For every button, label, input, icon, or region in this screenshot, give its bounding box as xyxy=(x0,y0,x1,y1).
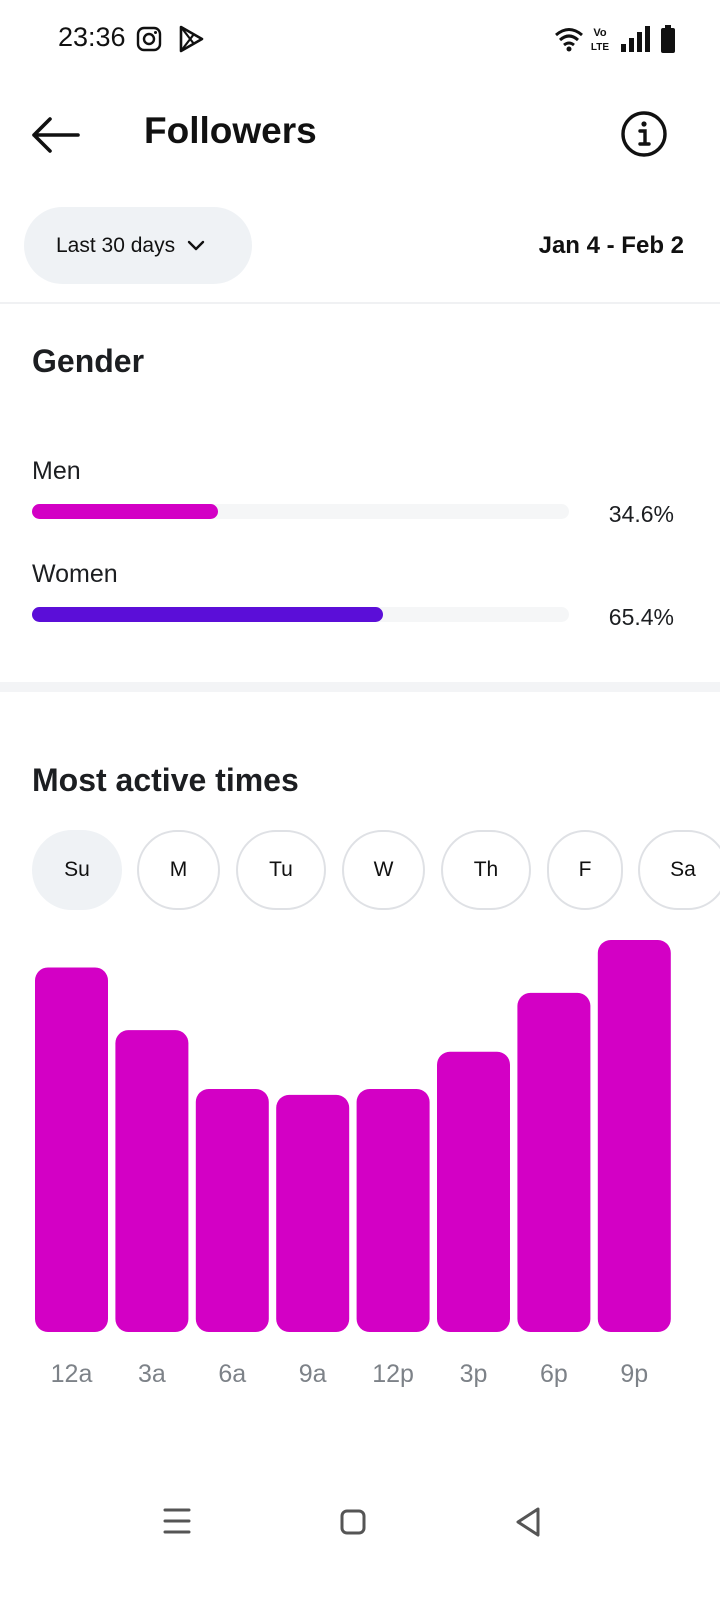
gender-men-percent: 34.6% xyxy=(608,501,674,527)
section-divider xyxy=(0,682,720,692)
status-bar: 23:36 Vo LTE xyxy=(0,0,720,80)
arrow-left-icon xyxy=(32,117,80,153)
day-chip-w[interactable]: W xyxy=(342,830,425,910)
gender-women-bar xyxy=(32,607,384,622)
day-chip-m[interactable]: M xyxy=(137,830,220,910)
info-icon xyxy=(621,111,667,157)
active-times-title: Most active times xyxy=(32,762,299,798)
day-chip-f[interactable]: F xyxy=(547,830,623,910)
volte-icon: Vo LTE xyxy=(591,27,609,53)
gender-women-track xyxy=(32,607,569,622)
battery-icon xyxy=(661,25,675,53)
chart-tick-label: 3p xyxy=(460,1360,488,1388)
gender-men-track xyxy=(32,504,569,519)
day-chip-sa[interactable]: Sa xyxy=(638,830,720,910)
chart-bar-3a xyxy=(115,1030,189,1332)
date-range-text: Jan 4 - Feb 2 xyxy=(538,232,684,259)
signal-icon xyxy=(621,26,650,52)
chart-bar-9a xyxy=(276,1094,350,1332)
chart-bar-12a xyxy=(35,967,108,1332)
chart-tick-label: 6p xyxy=(540,1360,568,1388)
instagram-icon xyxy=(136,26,162,52)
recent-apps-button[interactable] xyxy=(152,1500,202,1544)
active-times-chart: 12a 3a 6a 9a 12p 3p 6p 9p xyxy=(35,940,671,1388)
chart-tick-label: 12p xyxy=(372,1360,414,1388)
chart-tick-label: 3a xyxy=(138,1360,166,1388)
play-store-icon xyxy=(179,25,204,53)
day-chip-th[interactable]: Th xyxy=(441,830,531,910)
gender-men-bar xyxy=(32,504,218,519)
day-chip-su[interactable]: Su xyxy=(32,830,122,910)
date-range-dropdown[interactable]: Last 30 days xyxy=(24,207,252,284)
divider xyxy=(0,302,720,304)
info-button[interactable] xyxy=(620,110,668,158)
chart-bar-3p xyxy=(437,1051,510,1332)
home-square-icon xyxy=(340,1509,366,1535)
chart-bar-9p xyxy=(597,940,671,1332)
gender-women-percent: 65.4% xyxy=(608,604,674,630)
day-chip-tu[interactable]: Tu xyxy=(236,830,326,910)
chart-bar-6a xyxy=(195,1088,269,1332)
svg-text:Vo: Vo xyxy=(593,27,607,39)
system-back-button[interactable] xyxy=(504,1500,554,1544)
chart-tick-label: 9p xyxy=(620,1360,648,1388)
gender-women-label: Women xyxy=(32,560,118,588)
wifi-icon xyxy=(555,28,583,52)
chart-bar-12p xyxy=(356,1088,430,1332)
back-triangle-icon xyxy=(516,1507,540,1537)
chart-bar-6p xyxy=(517,992,591,1332)
chart-tick-label: 12a xyxy=(51,1360,93,1388)
page-title: Followers xyxy=(144,110,317,151)
gender-men-label: Men xyxy=(32,457,81,485)
chart-tick-label: 6a xyxy=(218,1360,246,1388)
svg-text:LTE: LTE xyxy=(591,42,609,53)
date-range-label: Last 30 days xyxy=(56,233,176,257)
back-button[interactable] xyxy=(30,110,82,160)
menu-icon xyxy=(163,1508,191,1534)
gender-title: Gender xyxy=(32,343,145,379)
chevron-down-icon xyxy=(187,240,205,250)
chart-tick-label: 9a xyxy=(299,1360,327,1388)
home-button[interactable] xyxy=(328,1500,378,1544)
status-time: 23:36 xyxy=(58,22,126,52)
